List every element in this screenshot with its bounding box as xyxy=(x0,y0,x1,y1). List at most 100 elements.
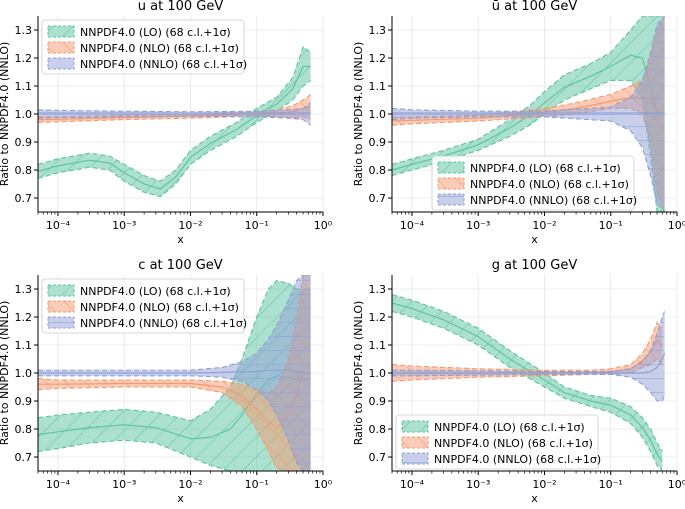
legend-swatch-lo xyxy=(437,161,465,174)
x-tick-label: 10⁻⁴ xyxy=(400,219,425,232)
y-tick-label: 1.3 xyxy=(369,283,387,296)
y-tick-label: 1.0 xyxy=(15,108,33,121)
y-tick-label: 1.1 xyxy=(15,339,33,352)
band-upper-nnlo xyxy=(392,16,666,112)
chart-panel-2: 0.7 0.8 0.9 1.0 1.1 1.2 1.3 10⁻⁴ 10⁻³ 10⁻² 10⁻¹ 10⁰… xyxy=(352,0,685,246)
legend-entry-nlo: NNPDF4.0 (NLO) (68 c.l.+1σ) xyxy=(80,42,239,55)
x-tick-label: 10⁻⁴ xyxy=(400,478,425,491)
y-axis-label: Ratio to NNPDF4.0 (NNLO) xyxy=(0,42,11,187)
y-tick-label: 1.0 xyxy=(369,108,387,121)
y-tick-label: 0.8 xyxy=(369,423,387,436)
x-tick-label: 10⁰ xyxy=(668,219,685,232)
band-lower-nnlo xyxy=(392,116,666,212)
y-tick-label: 0.8 xyxy=(369,164,387,177)
legend-swatch-nnlo xyxy=(47,316,75,329)
x-tick-label: 10⁻⁴ xyxy=(46,219,71,232)
y-tick-label: 0.9 xyxy=(369,136,387,149)
y-tick-label: 0.7 xyxy=(369,192,387,205)
x-tick-label: 10⁰ xyxy=(668,478,685,491)
band-lo xyxy=(38,46,311,197)
y-axis-label: Ratio to NNPDF4.0 (NNLO) xyxy=(352,42,365,187)
legend-entry-nnlo: NNPDF4.0 (NNLO) (68 c.l.+1σ) xyxy=(80,58,247,71)
y-tick-label: 0.9 xyxy=(15,136,33,149)
x-tick-label: 10⁻³ xyxy=(466,478,490,491)
y-tick-label: 1.2 xyxy=(15,52,33,65)
y-tick-label: 0.9 xyxy=(15,395,33,408)
chart-panel-1: 0.7 0.8 0.9 1.0 1.1 1.2 1.3 10⁻⁴ 10⁻³ 10⁻² 10⁻¹ 10⁰… xyxy=(0,0,333,246)
x-tick-label: 10⁻² xyxy=(532,478,556,491)
x-axis-label: x xyxy=(177,233,184,246)
y-tick-label: 1.0 xyxy=(15,367,33,380)
chart-title: u at 100 GeV xyxy=(138,0,224,14)
y-tick-label: 1.1 xyxy=(369,339,387,352)
chart-panel-3: 0.7 0.8 0.9 1.0 1.1 1.2 1.3 10⁻⁴ 10⁻³ 10⁻² 10⁻¹ 10⁰… xyxy=(0,258,333,505)
x-tick-label: 10⁻¹ xyxy=(245,219,269,232)
y-axis-label: Ratio to NNPDF4.0 (NNLO) xyxy=(352,301,365,446)
band-upper-lo xyxy=(38,279,311,422)
y-tick-label: 0.7 xyxy=(15,192,33,205)
band-lo xyxy=(392,294,663,471)
legend-swatch-nnlo xyxy=(47,57,75,70)
x-tick-label: 10⁻¹ xyxy=(599,478,623,491)
legend-swatch-nnlo xyxy=(437,193,465,206)
x-tick-label: 10⁻¹ xyxy=(245,478,269,491)
legend-swatch-nlo xyxy=(401,436,429,449)
x-tick-label: 10⁻³ xyxy=(466,219,490,232)
legend: NNPDF4.0 (LO) (68 c.l.+1σ) NNPDF4.0 (NLO)… xyxy=(431,155,637,211)
band-nlo xyxy=(38,275,311,471)
band-upper-lo xyxy=(38,45,311,182)
band-lower-nnlo xyxy=(392,373,666,402)
y-tick-label: 1.2 xyxy=(369,311,387,324)
legend-entry-lo: NNPDF4.0 (LO) (68 c.l.+1σ) xyxy=(470,162,621,175)
central-line-nnlo xyxy=(38,369,311,374)
y-tick-label: 0.9 xyxy=(369,395,387,408)
legend: NNPDF4.0 (LO) (68 c.l.+1σ) NNPDF4.0 (NLO)… xyxy=(41,19,247,75)
x-tick-label: 10⁻³ xyxy=(112,219,136,232)
y-tick-label: 1.3 xyxy=(15,283,33,296)
band-lower-nnlo xyxy=(38,115,311,126)
chart-panel-4: 0.7 0.8 0.9 1.0 1.1 1.2 1.3 10⁻⁴ 10⁻³ 10⁻² 10⁻¹ 10⁰… xyxy=(352,258,685,505)
central-line-nnlo xyxy=(392,353,666,374)
legend-entry-lo: NNPDF4.0 (LO) (68 c.l.+1σ) xyxy=(80,26,231,39)
y-tick-label: 0.8 xyxy=(15,423,33,436)
legend-entry-lo: NNPDF4.0 (LO) (68 c.l.+1σ) xyxy=(434,421,585,434)
band-upper-nlo xyxy=(392,321,663,371)
x-tick-label: 10⁻² xyxy=(178,219,202,232)
x-axis-label: x xyxy=(177,492,184,505)
legend-entry-nnlo: NNPDF4.0 (NNLO) (68 c.l.+1σ) xyxy=(434,453,601,466)
y-tick-label: 1.2 xyxy=(15,311,33,324)
legend: NNPDF4.0 (LO) (68 c.l.+1σ) NNPDF4.0 (NLO)… xyxy=(41,278,247,334)
x-tick-label: 10⁰ xyxy=(314,478,333,491)
legend-swatch-lo xyxy=(47,25,75,38)
legend-entry-nlo: NNPDF4.0 (NLO) (68 c.l.+1σ) xyxy=(434,437,593,450)
x-tick-label: 10⁰ xyxy=(314,219,333,232)
band-lower-nnlo xyxy=(38,375,311,471)
y-tick-label: 0.7 xyxy=(15,451,33,464)
chart-title: ū at 100 GeV xyxy=(492,0,578,14)
legend-swatch-lo xyxy=(47,284,75,297)
y-axis-label: Ratio to NNPDF4.0 (NNLO) xyxy=(0,301,11,446)
legend-swatch-nlo xyxy=(47,41,75,54)
central-line-lo xyxy=(392,302,663,462)
band-upper-nnlo xyxy=(38,275,311,371)
legend-swatch-lo xyxy=(401,420,429,433)
y-tick-label: 1.1 xyxy=(15,80,33,93)
legend-entry-lo: NNPDF4.0 (LO) (68 c.l.+1σ) xyxy=(80,285,231,298)
y-tick-label: 0.7 xyxy=(369,451,387,464)
band-upper-lo xyxy=(392,16,665,165)
x-tick-label: 10⁻¹ xyxy=(599,219,623,232)
y-tick-label: 1.2 xyxy=(369,52,387,65)
x-axis-label: x xyxy=(531,492,538,505)
legend-swatch-nnlo xyxy=(401,452,429,465)
x-axis-label: x xyxy=(531,233,538,246)
legend-entry-nnlo: NNPDF4.0 (NNLO) (68 c.l.+1σ) xyxy=(470,194,637,207)
chart-title: g at 100 GeV xyxy=(492,258,578,273)
legend-swatch-nlo xyxy=(437,177,465,190)
band-upper-nnlo xyxy=(392,311,666,373)
band-upper-nnlo xyxy=(38,102,311,113)
legend-swatch-nlo xyxy=(47,300,75,313)
band-lower-lo xyxy=(38,79,311,198)
legend-entry-nlo: NNPDF4.0 (NLO) (68 c.l.+1σ) xyxy=(470,178,629,191)
